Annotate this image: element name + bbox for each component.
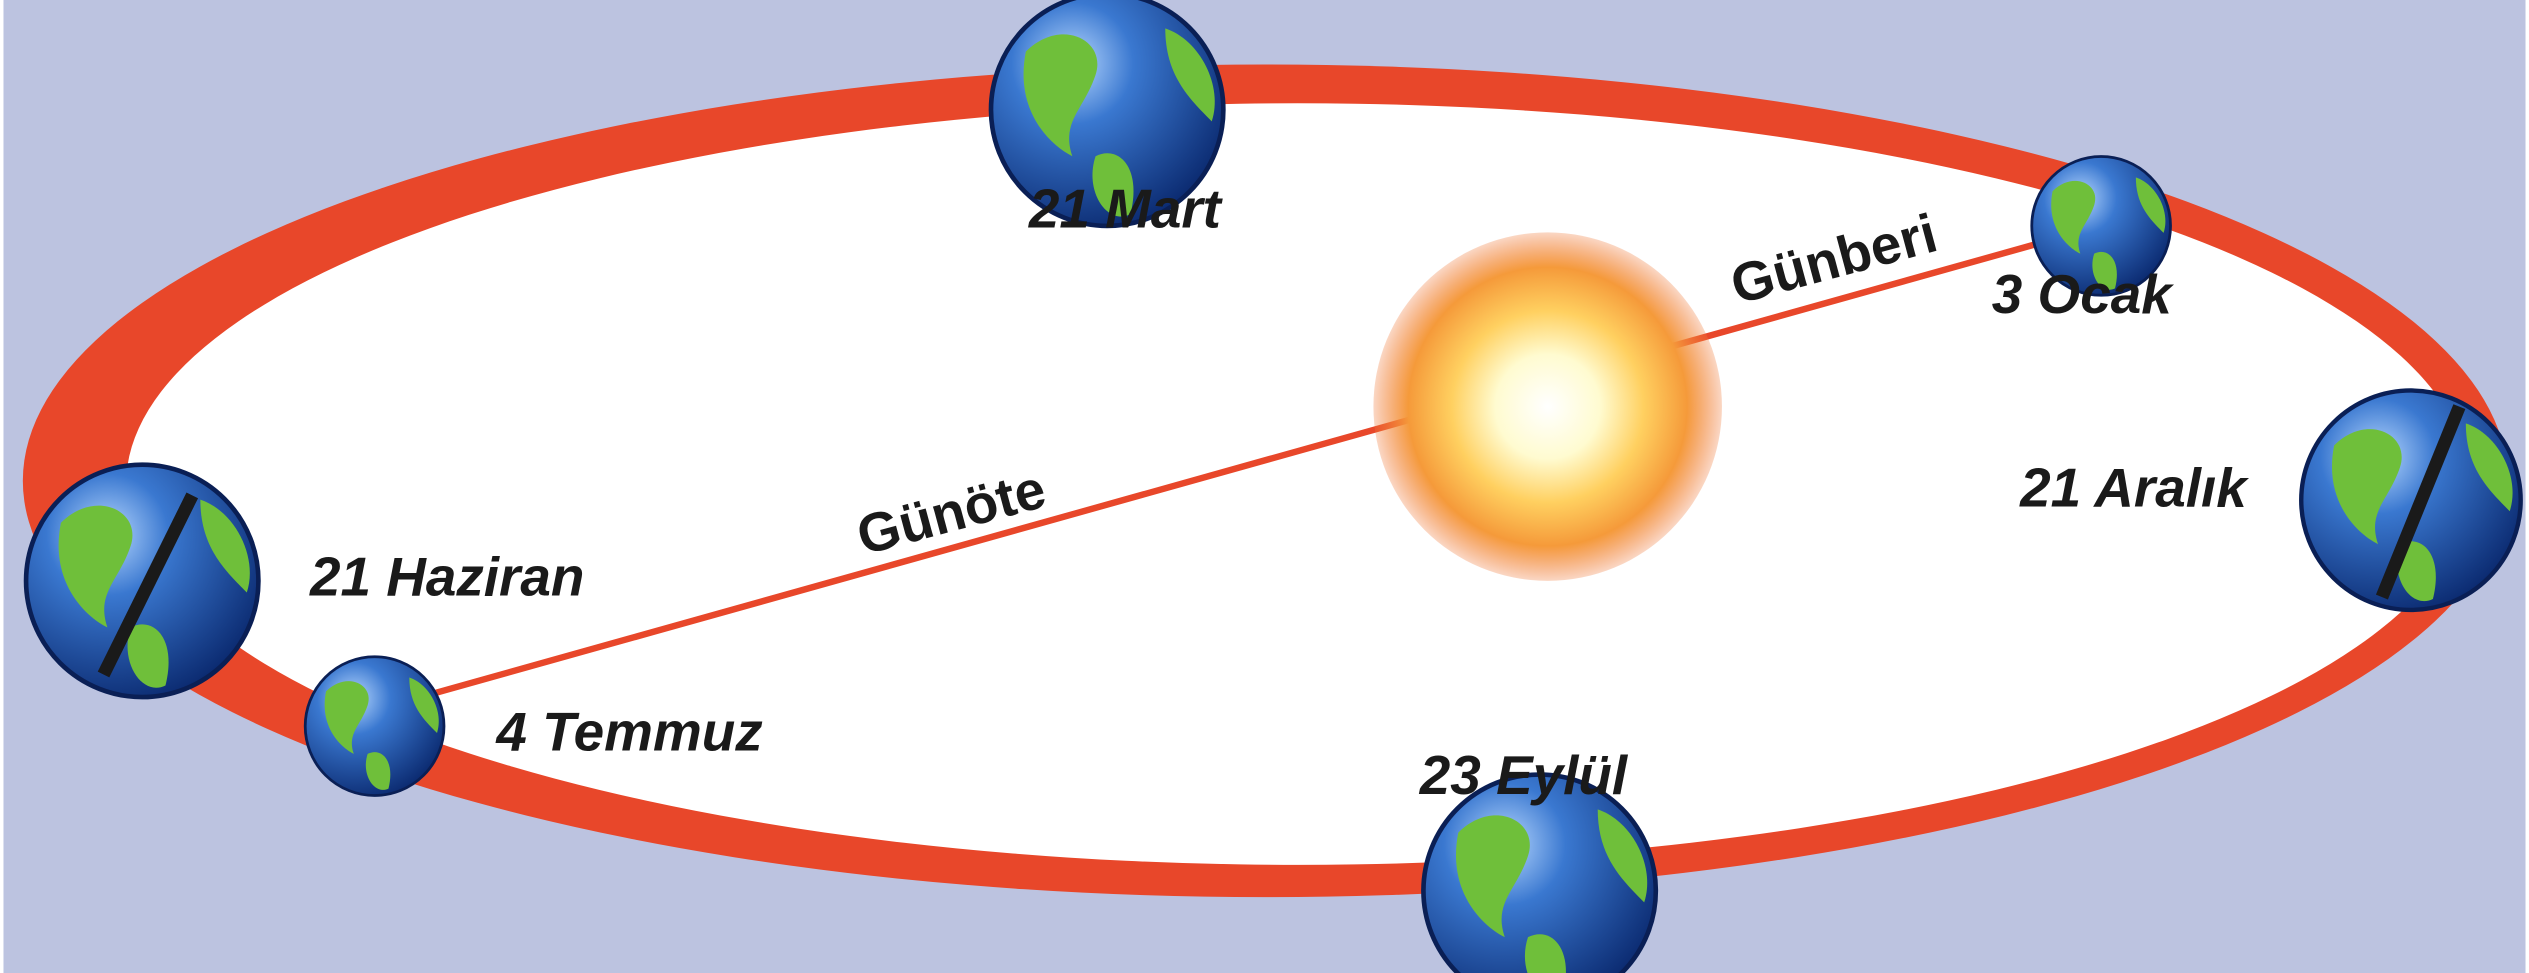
date-label: 21 Mart [1028, 177, 1224, 239]
date-label: 21 Haziran [309, 545, 584, 607]
sun [1373, 232, 1722, 581]
date-label: 23 Eylül [1419, 744, 1629, 806]
earth [26, 465, 258, 697]
earth [2301, 390, 2520, 609]
date-label: 4 Temmuz [495, 700, 763, 762]
date-label: 21 Aralık [2019, 457, 2249, 519]
earth [305, 657, 444, 796]
date-label: 3 Ocak [1992, 263, 2174, 325]
orbit-diagram: 21 Mart 3 Ocak 21 Aralık 23 Eylül 4 Temm… [0, 0, 2529, 973]
